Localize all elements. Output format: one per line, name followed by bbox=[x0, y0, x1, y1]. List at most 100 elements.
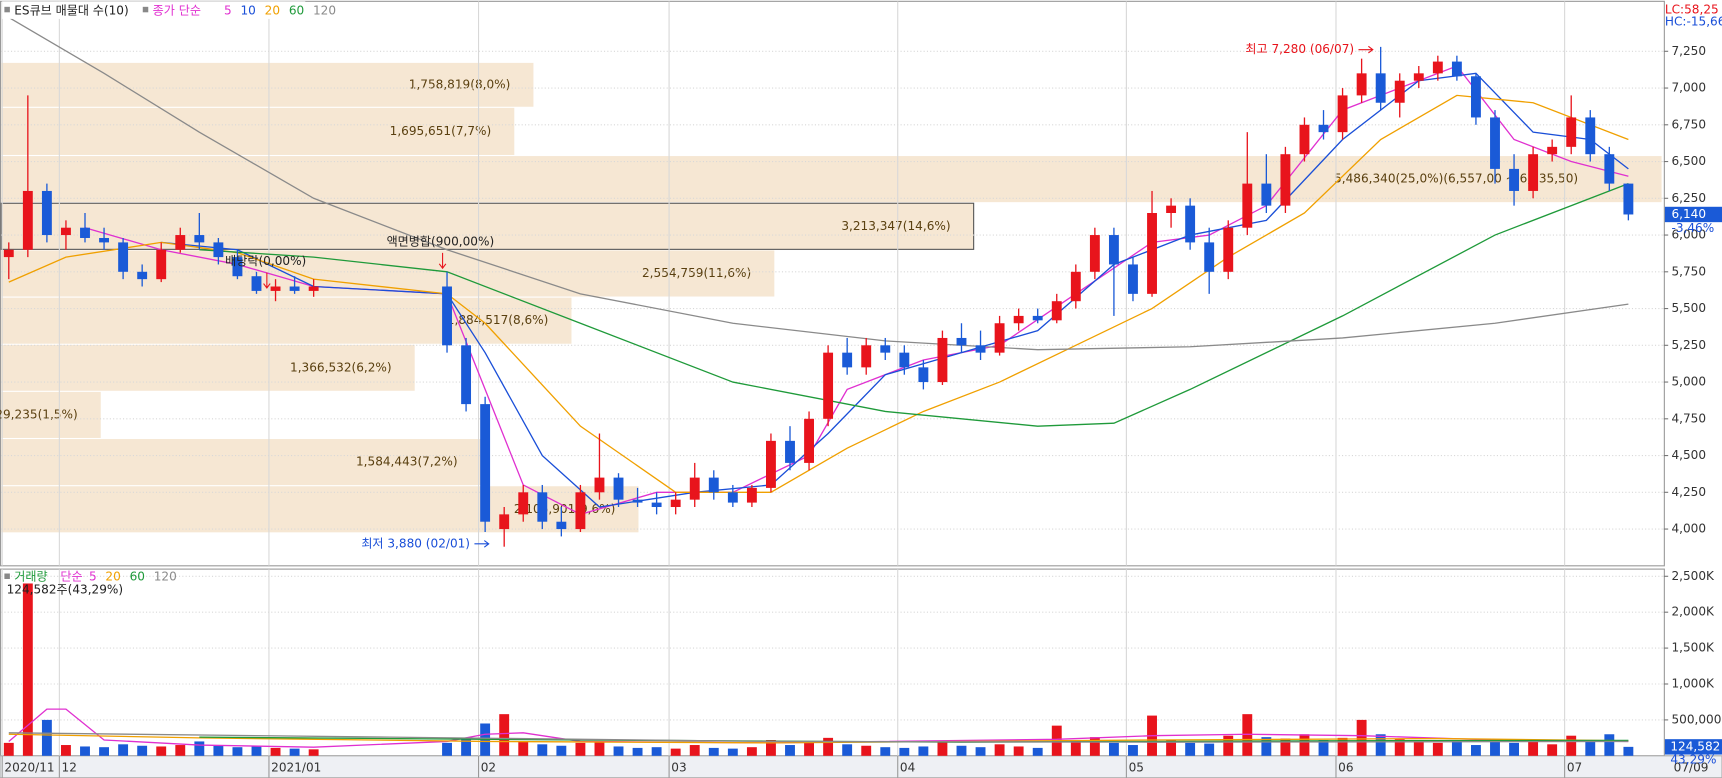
candle-body bbox=[480, 404, 491, 522]
candle-body bbox=[1280, 154, 1291, 206]
profile-band bbox=[0, 202, 975, 250]
volume-bar bbox=[575, 742, 586, 756]
candle-body bbox=[1128, 264, 1138, 294]
volume-bar bbox=[1547, 744, 1558, 756]
volume-bar bbox=[99, 747, 109, 756]
candle-body bbox=[1089, 235, 1100, 272]
candle-body bbox=[1070, 271, 1081, 302]
profile-label: 3,213,347(14,6%) bbox=[841, 219, 950, 233]
volume-bar bbox=[994, 744, 1005, 756]
legend-entry: 20 bbox=[105, 569, 120, 583]
candle-body bbox=[1451, 61, 1462, 77]
volume-box bbox=[1664, 739, 1722, 755]
x-tick-label: 07 bbox=[1567, 760, 1582, 774]
volume-bar bbox=[22, 583, 33, 756]
last-date: 07/09 bbox=[1674, 760, 1709, 774]
candle-body bbox=[575, 492, 586, 530]
candle-body bbox=[1261, 183, 1272, 206]
profile-band bbox=[1, 297, 572, 344]
volume-box-label: 124,582 bbox=[1670, 739, 1720, 753]
candle-body bbox=[1242, 183, 1253, 228]
volume-bar bbox=[308, 749, 319, 756]
candle-body bbox=[1604, 154, 1615, 184]
volume-bar bbox=[194, 741, 205, 756]
volume-bar bbox=[1261, 737, 1272, 756]
price-panel bbox=[0, 0, 1665, 567]
legend-entry: 10 bbox=[241, 4, 256, 18]
candle-body bbox=[137, 271, 148, 280]
price-box-label: 6,140 bbox=[1671, 207, 1706, 221]
candle-body bbox=[727, 492, 738, 503]
candle-body bbox=[746, 487, 757, 503]
profile-band bbox=[1, 344, 415, 391]
volume-bar bbox=[823, 737, 834, 756]
volume-bar bbox=[1223, 735, 1234, 756]
volume-bar bbox=[556, 745, 567, 756]
profile-band bbox=[1, 107, 515, 155]
legend-entry: 20 bbox=[265, 4, 280, 18]
candle-body bbox=[518, 492, 529, 515]
y-tick-label: 4,750 bbox=[1671, 411, 1706, 425]
candle-body bbox=[1585, 117, 1596, 155]
candle-body bbox=[1356, 73, 1367, 96]
profile-band bbox=[1, 156, 1662, 203]
candle-body bbox=[766, 440, 776, 488]
x-tick-label: 2020/11 bbox=[4, 760, 54, 774]
candle-body bbox=[1147, 213, 1157, 294]
volume-bar bbox=[1566, 735, 1577, 756]
volume-bar bbox=[1013, 746, 1024, 756]
volume-bar bbox=[1204, 743, 1215, 756]
change-label: -3,46% bbox=[1671, 221, 1714, 235]
volume-bar bbox=[861, 745, 872, 756]
y-tick-label: 1,000K bbox=[1671, 676, 1715, 690]
candle-body bbox=[975, 345, 986, 353]
y-tick-label: 2,500K bbox=[1671, 569, 1715, 583]
volume-bar bbox=[156, 746, 167, 756]
volume-bar bbox=[1375, 734, 1386, 756]
candle-body bbox=[1204, 242, 1215, 272]
y-tick-label: 500,000 bbox=[1671, 712, 1721, 726]
volume-ratio-label: 43,29% bbox=[1670, 753, 1716, 767]
volume-bar bbox=[785, 745, 795, 756]
y-tick-label: 2,000K bbox=[1671, 605, 1715, 619]
legend-entry: 60 bbox=[289, 4, 304, 18]
dividend-arrow bbox=[263, 272, 271, 289]
volume-bar bbox=[804, 742, 814, 756]
candle-body bbox=[1013, 315, 1024, 324]
candle-body bbox=[1471, 76, 1481, 118]
candle-body bbox=[1318, 124, 1329, 133]
volume-bar bbox=[537, 744, 548, 756]
candle-body bbox=[22, 190, 33, 250]
candle-body bbox=[118, 242, 129, 272]
volume-bar bbox=[499, 714, 510, 756]
volume-bar bbox=[442, 742, 452, 756]
volume-bar bbox=[689, 745, 700, 756]
legend-icon bbox=[4, 6, 10, 13]
candle-body bbox=[1490, 117, 1500, 169]
profile-band bbox=[1, 62, 534, 107]
volume-bar bbox=[632, 747, 643, 756]
ma-line bbox=[199, 182, 1629, 427]
hc-label: HC:-15,66 bbox=[1665, 15, 1722, 29]
volume-bar bbox=[746, 747, 757, 756]
ma-line bbox=[8, 708, 1629, 748]
candle-body bbox=[651, 502, 662, 508]
y-tick-label: 5,250 bbox=[1671, 338, 1706, 352]
candle-body bbox=[1509, 168, 1519, 191]
volume-bar bbox=[708, 747, 719, 756]
volume-bar bbox=[61, 745, 71, 756]
ma-line bbox=[8, 16, 1629, 351]
candle-body bbox=[80, 227, 90, 238]
y-tick-label: 4,000 bbox=[1671, 522, 1706, 536]
candle-body bbox=[842, 352, 853, 368]
candle-body bbox=[537, 492, 548, 522]
lc-label: LC:58,25 bbox=[1665, 3, 1719, 17]
candle-body bbox=[880, 345, 891, 353]
volume-bar bbox=[461, 737, 472, 756]
volume-bar bbox=[918, 746, 929, 756]
volume-bar bbox=[1509, 742, 1519, 756]
legend-entry: 60 bbox=[130, 569, 145, 583]
merge-arrow bbox=[438, 252, 447, 270]
x-tick-label: 2021/01 bbox=[271, 760, 321, 774]
candle-body bbox=[613, 477, 624, 500]
